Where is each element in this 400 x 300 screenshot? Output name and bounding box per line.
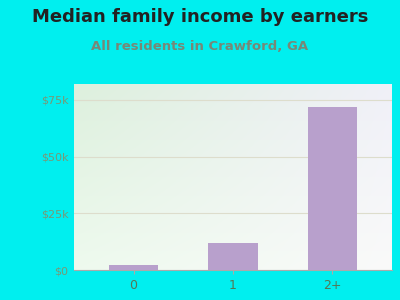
Bar	[208, 243, 258, 270]
Bar	[109, 266, 158, 270]
Text: All residents in Crawford, GA: All residents in Crawford, GA	[92, 40, 308, 53]
Bar	[308, 107, 357, 270]
Text: Median family income by earners: Median family income by earners	[32, 8, 368, 26]
